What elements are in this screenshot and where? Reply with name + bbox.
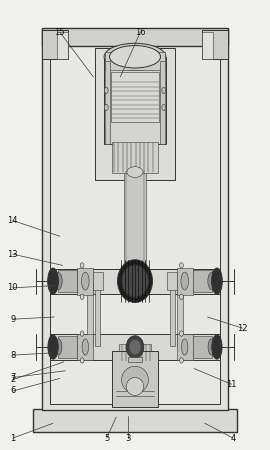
Bar	[160, 61, 164, 144]
Ellipse shape	[48, 268, 58, 294]
Ellipse shape	[162, 104, 166, 111]
Ellipse shape	[162, 87, 166, 94]
Ellipse shape	[55, 273, 62, 290]
Bar	[58, 270, 77, 292]
Ellipse shape	[180, 294, 183, 299]
Ellipse shape	[129, 339, 141, 355]
Ellipse shape	[117, 260, 153, 302]
Text: 14: 14	[8, 216, 18, 225]
Bar	[42, 30, 68, 59]
Bar	[95, 281, 100, 346]
Text: 3: 3	[126, 434, 131, 443]
Bar	[104, 57, 166, 144]
Ellipse shape	[80, 331, 84, 336]
Bar	[202, 32, 213, 59]
Ellipse shape	[127, 166, 143, 177]
Bar	[87, 281, 93, 346]
Ellipse shape	[80, 358, 84, 363]
Text: 11: 11	[227, 380, 237, 389]
Text: 12: 12	[237, 324, 248, 333]
Ellipse shape	[80, 294, 84, 299]
Bar	[170, 281, 175, 346]
Bar	[119, 344, 151, 362]
Bar	[33, 409, 237, 432]
Text: 8: 8	[10, 351, 15, 360]
Ellipse shape	[126, 336, 144, 358]
Ellipse shape	[104, 87, 108, 94]
Bar	[42, 28, 228, 410]
Bar	[95, 48, 175, 180]
Bar	[112, 351, 158, 407]
Bar	[50, 334, 220, 360]
Text: 5: 5	[104, 434, 109, 443]
Ellipse shape	[104, 104, 108, 111]
Ellipse shape	[181, 272, 188, 290]
Ellipse shape	[126, 378, 144, 396]
Text: 7: 7	[10, 373, 15, 382]
Ellipse shape	[109, 45, 161, 68]
Ellipse shape	[208, 273, 215, 290]
Ellipse shape	[212, 268, 222, 294]
Bar	[193, 270, 212, 292]
Ellipse shape	[48, 335, 58, 359]
Bar	[167, 272, 177, 290]
Bar	[112, 142, 158, 173]
Text: 6: 6	[10, 387, 15, 396]
Text: 16: 16	[135, 27, 146, 36]
Ellipse shape	[80, 263, 84, 268]
Bar	[193, 336, 212, 358]
Text: 1: 1	[10, 434, 15, 443]
Bar	[177, 334, 193, 360]
Ellipse shape	[180, 263, 183, 268]
Bar	[93, 272, 103, 290]
Text: 9: 9	[10, 315, 15, 324]
Text: 15: 15	[55, 27, 65, 36]
Bar	[177, 281, 183, 346]
Bar	[128, 357, 142, 362]
Ellipse shape	[82, 272, 89, 290]
Bar	[124, 171, 146, 274]
Ellipse shape	[122, 366, 148, 393]
Ellipse shape	[82, 339, 89, 355]
Bar	[106, 52, 164, 70]
Bar	[42, 27, 228, 45]
Bar	[77, 334, 93, 360]
Text: 10: 10	[8, 284, 18, 292]
Bar	[106, 61, 110, 144]
Ellipse shape	[104, 43, 166, 70]
Ellipse shape	[55, 339, 62, 355]
Bar	[77, 268, 93, 295]
Bar	[177, 268, 193, 295]
Ellipse shape	[180, 358, 183, 363]
Text: 4: 4	[230, 434, 236, 443]
Bar	[202, 30, 228, 59]
Text: 13: 13	[8, 250, 18, 259]
Bar	[57, 32, 68, 59]
Text: 2: 2	[10, 375, 15, 384]
Bar	[50, 32, 220, 405]
Ellipse shape	[208, 339, 215, 355]
Bar	[50, 269, 220, 294]
Ellipse shape	[122, 265, 148, 297]
Bar	[111, 72, 159, 122]
Ellipse shape	[212, 335, 222, 359]
Bar	[58, 336, 77, 358]
Ellipse shape	[181, 339, 188, 355]
Ellipse shape	[180, 331, 183, 336]
